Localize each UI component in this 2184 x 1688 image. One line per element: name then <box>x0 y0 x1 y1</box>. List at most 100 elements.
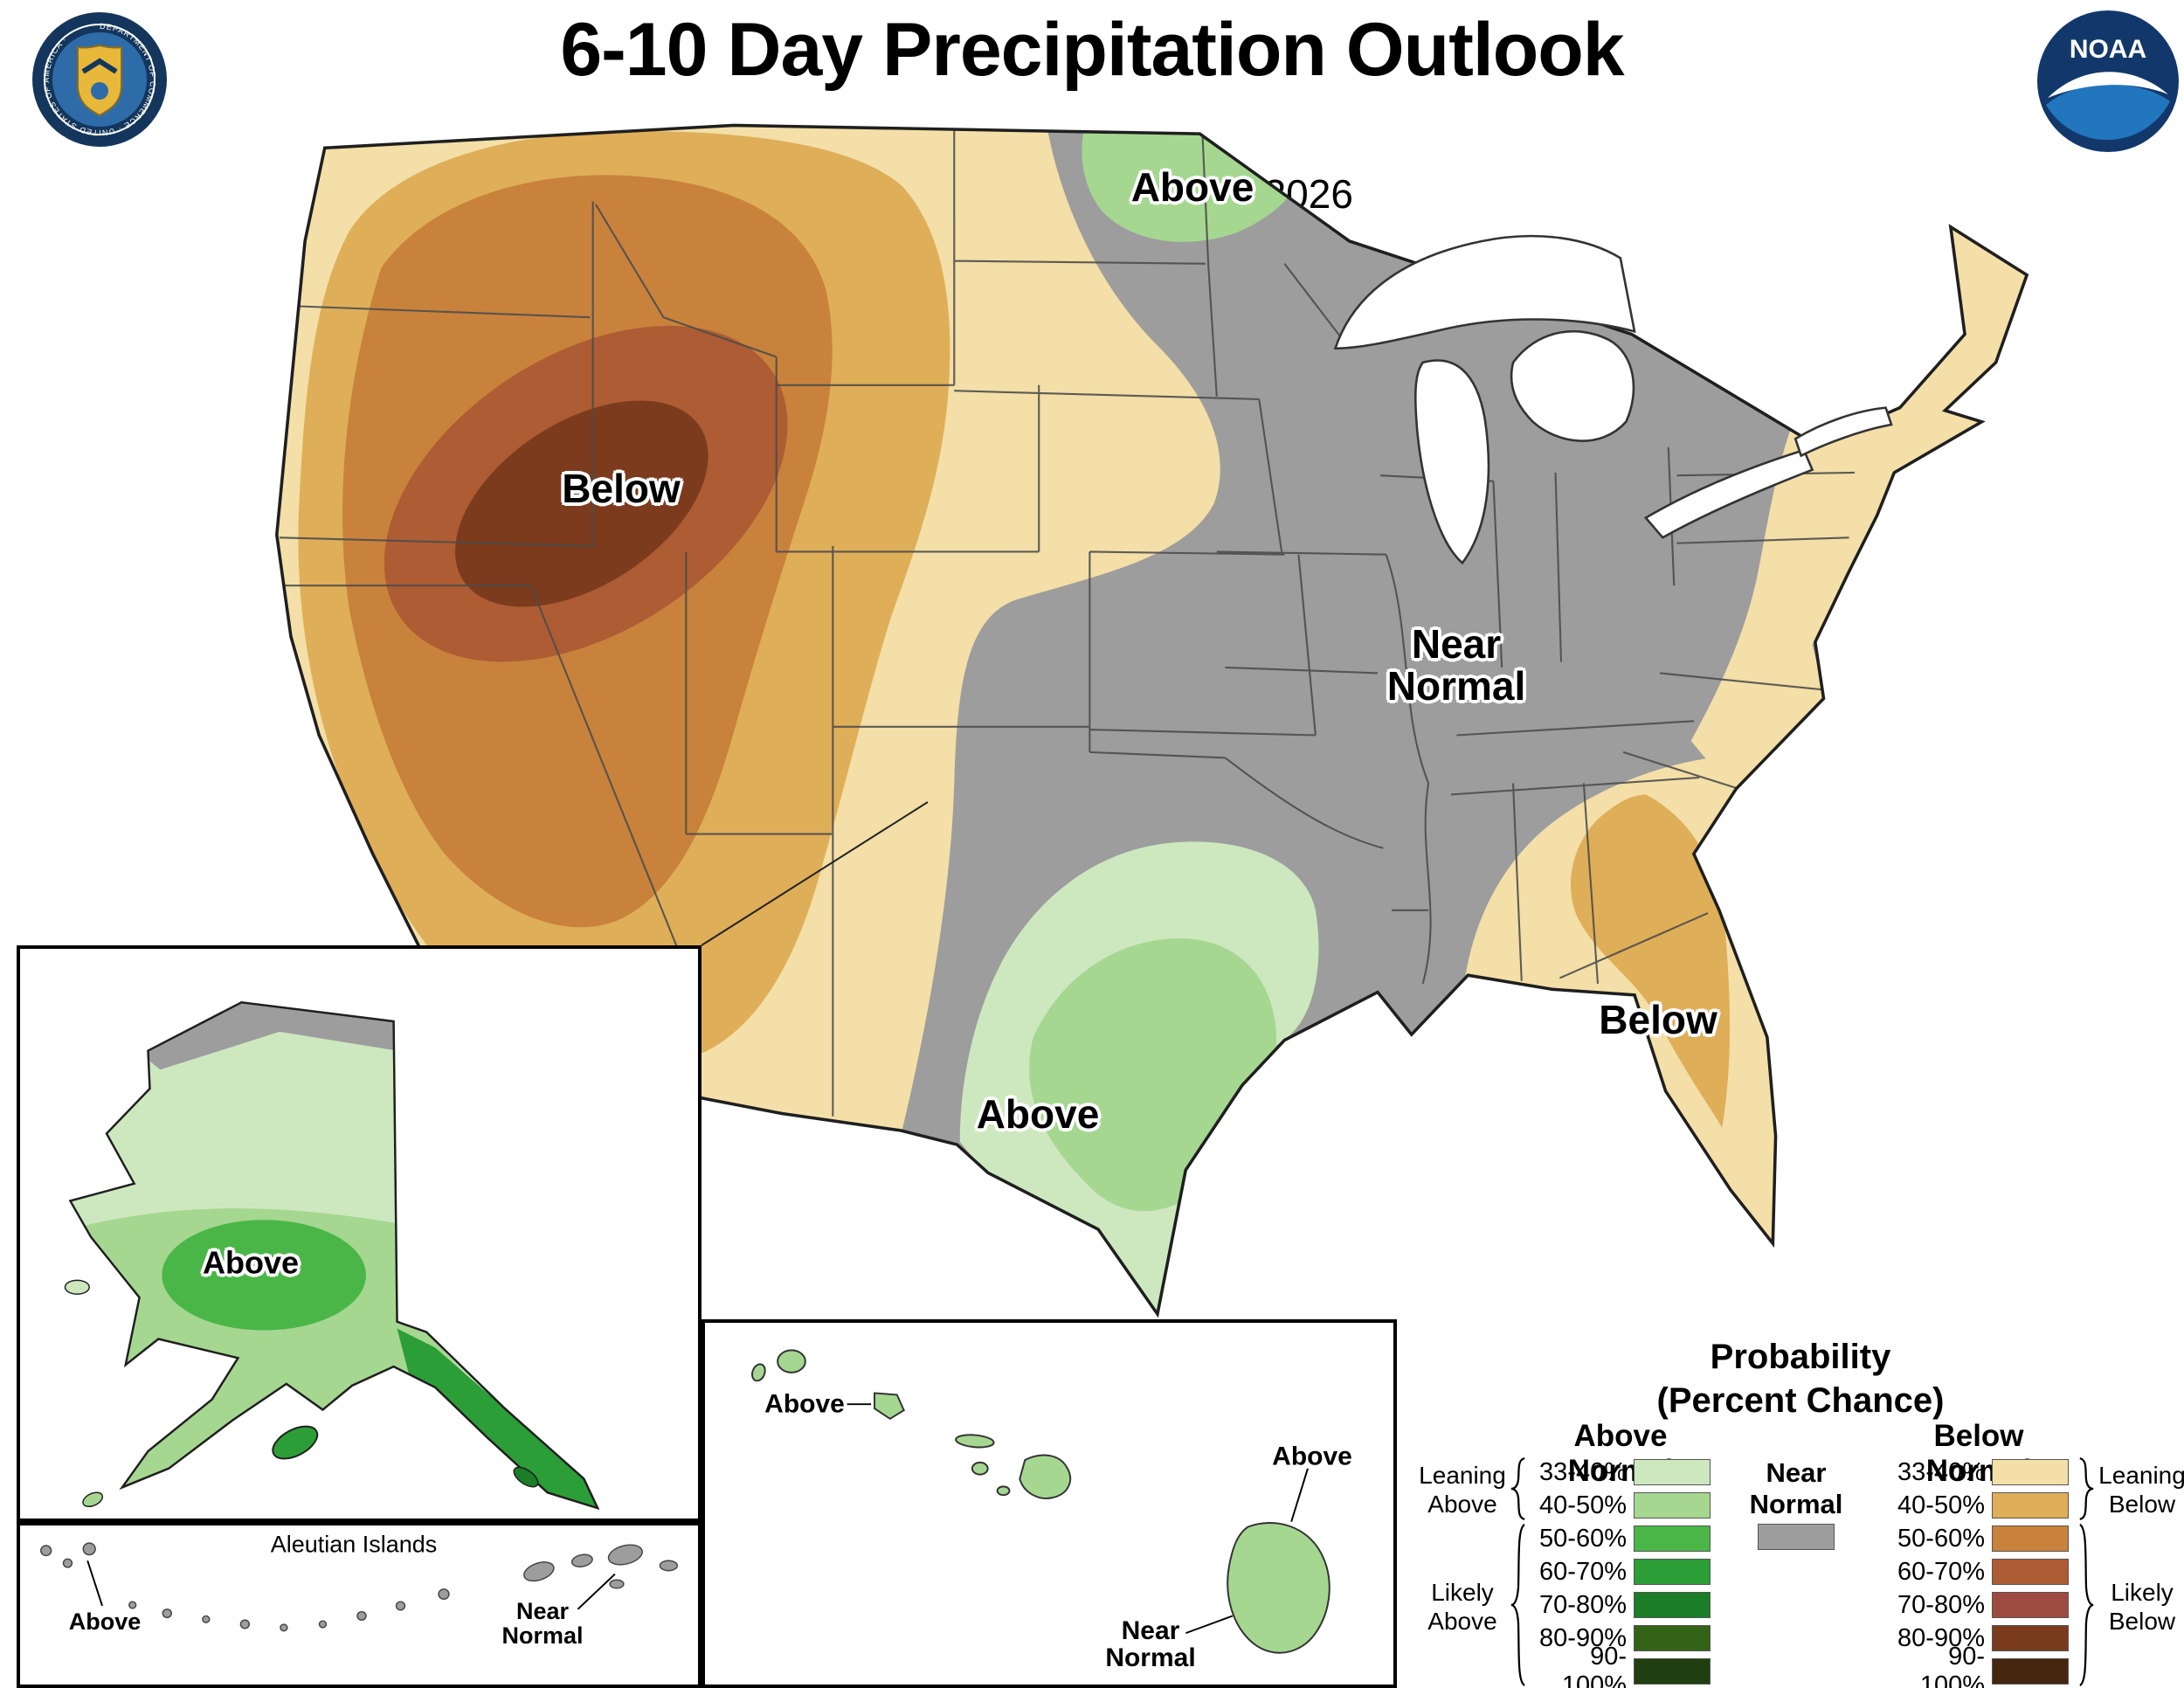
oahu-island <box>874 1392 905 1421</box>
legend-row: 60-70% <box>1889 1557 2069 1586</box>
legend-likely-above-label: Likely Above <box>1427 1579 1497 1635</box>
legend-title-line2: (Percent Chance) <box>1656 1381 1945 1420</box>
lanai-island <box>971 1461 989 1476</box>
molokai-island <box>955 1434 995 1449</box>
legend-row: 90-100% <box>1531 1643 1711 1688</box>
kauai-island <box>777 1349 806 1373</box>
hawaii-above-east-pointer-line <box>1290 1468 1309 1522</box>
hawaii-label-above-east: Above <box>1272 1442 1352 1471</box>
legend-likely-below-label: Likely Below <box>2108 1579 2176 1635</box>
legend-range-label: 90-100% <box>1561 1643 1627 1688</box>
legend-swatch-below-90-100 <box>1992 1658 2069 1685</box>
conus-label-below-west: Below <box>562 466 681 512</box>
legend-range-label: 50-60% <box>1897 1524 1985 1553</box>
conus-label-above-south: Above <box>976 1091 1100 1138</box>
legend-range-label: 70-80% <box>1897 1590 1985 1619</box>
region-below-inner-core <box>454 400 708 607</box>
legend-range-label: 60-70% <box>1539 1557 1627 1586</box>
kodiak-island <box>272 1425 319 1460</box>
alaska-inset-connector-line <box>701 801 929 946</box>
noaa-logo: NOAA <box>2037 10 2179 152</box>
hawaii-inset <box>702 1319 1397 1688</box>
legend-swatch-above-80-90 <box>1634 1625 1711 1651</box>
hawaii-near-normal-pointer-line <box>1185 1615 1234 1635</box>
legend-range-label: 40-50% <box>1539 1491 1627 1519</box>
hawaii-label-near-normal: Near Normal <box>1105 1615 1196 1672</box>
legend-swatch-above-40-50 <box>1634 1492 1711 1519</box>
conus-label-near-normal: Near Normal <box>1386 621 1526 709</box>
legend-swatch-above-60-70 <box>1634 1559 1711 1585</box>
hawaii-map <box>751 1349 1330 1654</box>
aleutian-above-pointer-line <box>86 1560 103 1607</box>
ak-peninsula-island <box>82 1491 104 1508</box>
conus-label-above-north: Above <box>1130 164 1254 211</box>
noaa-swoosh-icon <box>2048 72 2168 98</box>
legend-range-label: 33-40% <box>1897 1457 1985 1486</box>
hawaii-label-above-west: Above <box>764 1389 845 1419</box>
conus-label-below-southeast: Below <box>1599 997 1717 1043</box>
aleutian-map <box>40 1542 678 1632</box>
seal-shield-icon <box>77 44 122 117</box>
kahoolawe-island <box>996 1485 1011 1497</box>
legend-row: 50-60% <box>1531 1524 1711 1553</box>
legend-near-normal-label: Near Normal <box>1749 1457 1843 1519</box>
aleutian-islands-shapes <box>40 1542 678 1632</box>
legend-title-line1: Probability <box>1710 1338 1891 1376</box>
likely-above-brace <box>1508 1523 1529 1688</box>
legend-swatch-below-33-40 <box>1992 1459 2069 1485</box>
legend-swatch-below-50-60 <box>1992 1525 2069 1552</box>
hawaii-islands-shapes <box>751 1349 1330 1654</box>
niihau-island <box>751 1363 766 1382</box>
legend-swatch-below-60-70 <box>1992 1559 2069 1585</box>
legend-range-label: 90-100% <box>1919 1643 1985 1688</box>
legend-above-column: 33-40% 40-50% 50-60% 60-70% 70-80% 80-90… <box>1531 1457 1711 1688</box>
legend-row: 70-80% <box>1889 1590 2069 1619</box>
aleutian-inset <box>17 1522 702 1688</box>
legend-swatch-near-normal <box>1758 1524 1835 1550</box>
legend-range-label: 50-60% <box>1539 1524 1627 1553</box>
legend-title: Probability (Percent Chance) <box>1420 1335 2181 1422</box>
legend-row: 40-50% <box>1889 1491 2069 1519</box>
legend-swatch-above-90-100 <box>1634 1658 1711 1685</box>
alaska-outline <box>68 1000 600 1511</box>
legend-leaning-below-label: Leaning Below <box>2098 1462 2184 1518</box>
legend-swatch-above-33-40 <box>1634 1459 1711 1485</box>
legend-row: 80-90% <box>1531 1623 1711 1652</box>
legend-swatch-above-50-60 <box>1634 1525 1711 1552</box>
legend-range-label: 40-50% <box>1897 1491 1985 1519</box>
legend-range-label: 33-40% <box>1539 1457 1627 1486</box>
lake-erie <box>1643 448 1814 539</box>
legend-leaning-above-label: Leaning Above <box>1419 1462 1506 1518</box>
legend-row: 33-40% <box>1531 1457 1711 1486</box>
legend-range-label: 80-90% <box>1897 1623 1985 1652</box>
likely-below-brace <box>2076 1523 2097 1688</box>
leaning-below-brace <box>2076 1456 2097 1525</box>
legend-row: 80-90% <box>1889 1623 2069 1652</box>
alaska-region-near-normal-north <box>141 1002 397 1070</box>
great-lakes <box>1333 234 1893 565</box>
legend-swatch-below-70-80 <box>1992 1592 2069 1618</box>
page-title: 6-10 Day Precipitation Outlook <box>560 8 1624 92</box>
legend-range-label: 60-70% <box>1897 1557 1985 1586</box>
lake-huron <box>1510 329 1635 442</box>
aleutian-label-near-normal: Near Normal <box>501 1597 584 1649</box>
alaska-region-panhandle <box>397 1328 598 1509</box>
legend-swatch-below-40-50 <box>1992 1492 2069 1519</box>
legend-row: 40-50% <box>1531 1491 1711 1519</box>
legend-row: 50-60% <box>1889 1524 2069 1553</box>
lake-ontario <box>1794 406 1893 458</box>
legend-below-column: 33-40% 40-50% 50-60% 60-70% 70-80% 80-90… <box>1889 1457 2069 1688</box>
st-lawrence-island <box>64 1279 90 1295</box>
aleutian-islands-title: Aleutian Islands <box>270 1531 438 1558</box>
legend-row: 33-40% <box>1889 1457 2069 1486</box>
lake-michigan <box>1413 359 1490 565</box>
legend-range-label: 80-90% <box>1539 1623 1627 1652</box>
lake-superior <box>1333 234 1636 350</box>
leaning-above-brace <box>1508 1456 1529 1525</box>
legend-row: 70-80% <box>1531 1590 1711 1619</box>
legend-range-label: 70-80% <box>1539 1590 1627 1619</box>
region-below-northeast-band <box>1690 204 2028 792</box>
region-below-southeast-core <box>1571 794 1731 1128</box>
maui-island <box>1019 1454 1071 1499</box>
